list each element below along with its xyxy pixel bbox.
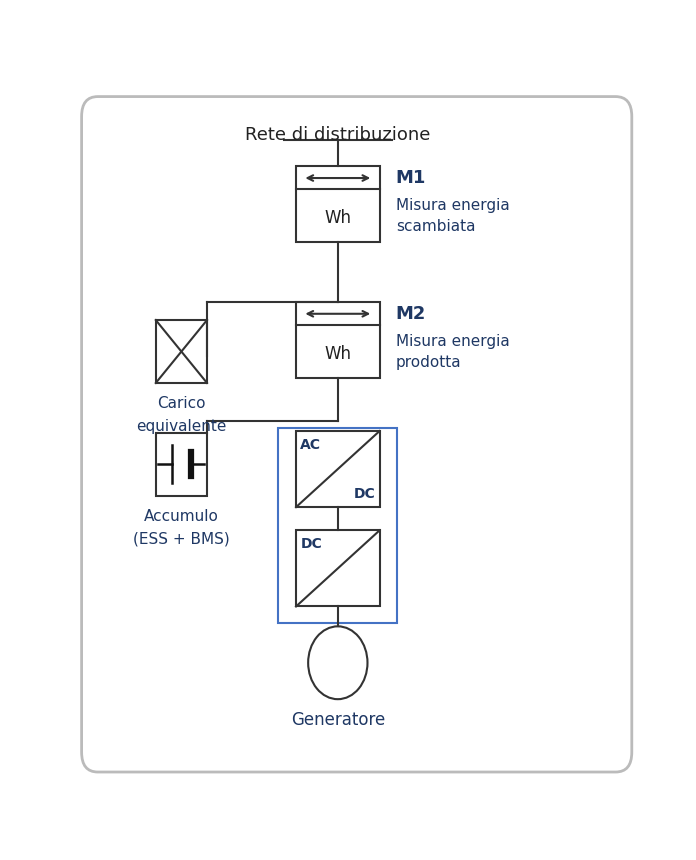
Bar — [296, 431, 379, 507]
Bar — [156, 433, 207, 495]
Circle shape — [308, 626, 367, 699]
Text: M1: M1 — [396, 169, 426, 187]
Bar — [156, 320, 207, 383]
Text: (ESS + BMS): (ESS + BMS) — [133, 532, 230, 547]
Text: Wh: Wh — [324, 209, 351, 227]
Text: Misura energia: Misura energia — [396, 198, 509, 213]
Text: Misura energia: Misura energia — [396, 334, 509, 348]
Text: M2: M2 — [396, 305, 426, 323]
Bar — [296, 531, 379, 606]
Text: prodotta: prodotta — [396, 355, 461, 370]
Bar — [278, 427, 397, 623]
Text: DC: DC — [354, 487, 375, 501]
Text: Accumulo: Accumulo — [144, 509, 219, 524]
Text: Wh: Wh — [324, 345, 351, 363]
Text: Carico: Carico — [157, 396, 205, 411]
Text: AC: AC — [301, 438, 322, 452]
Text: Generatore: Generatore — [291, 711, 385, 729]
Text: Rete di distribuzione: Rete di distribuzione — [245, 126, 431, 144]
Bar — [296, 166, 379, 243]
Text: scambiata: scambiata — [396, 219, 475, 234]
FancyBboxPatch shape — [81, 96, 632, 772]
Text: equivalente: equivalente — [136, 420, 227, 434]
Text: DC: DC — [301, 537, 322, 551]
Bar — [296, 302, 379, 378]
